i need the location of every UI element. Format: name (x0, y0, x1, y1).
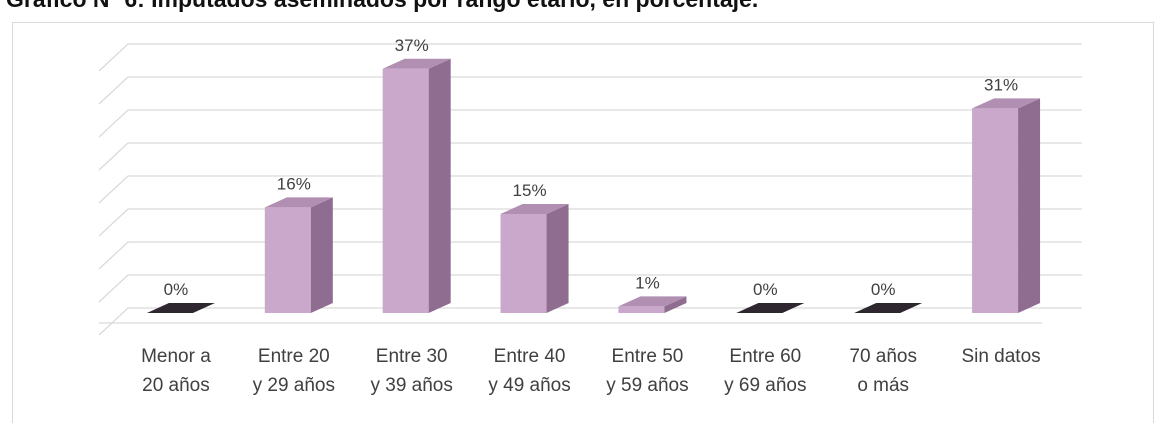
category-label: Menor a (141, 346, 211, 367)
bar (146, 303, 215, 313)
bar (264, 197, 333, 313)
bar-top (146, 303, 215, 313)
data-label: 15% (513, 181, 547, 200)
data-label: 0% (164, 280, 189, 299)
category-label: 20 años (142, 375, 210, 396)
bar-front (264, 207, 311, 313)
bar (854, 303, 923, 313)
bar-side (546, 204, 569, 313)
bar (382, 58, 451, 313)
category-label: Entre 30 (376, 346, 448, 367)
bar-front (618, 306, 665, 313)
bar-top (382, 58, 451, 69)
category-label: y 49 años (488, 375, 570, 396)
data-label: 1% (635, 273, 660, 292)
category-label: Entre 40 (494, 346, 566, 367)
bar-side (664, 296, 687, 313)
gridline (98, 109, 1082, 138)
bar-front (500, 214, 547, 313)
chart-title: Gráfico Nº 6: Imputados aseminados por r… (6, 0, 758, 13)
gridline (98, 307, 1082, 336)
gridline (98, 241, 1082, 270)
bar (500, 204, 569, 313)
category-label: y 69 años (724, 375, 806, 396)
data-label: 0% (871, 280, 896, 299)
bar-top (972, 98, 1041, 109)
bar-front (382, 68, 429, 313)
category-label: Entre 50 (612, 346, 684, 367)
gridline (98, 43, 1082, 72)
category-label: y 59 años (606, 375, 688, 396)
bar-side (428, 58, 451, 313)
bar-top (618, 296, 687, 307)
bar-top (500, 204, 569, 214)
category-labels: Menor a 20 años Entre 20 y 29 años Entre 30 y… (141, 346, 1041, 396)
data-label: 0% (753, 280, 778, 299)
data-label: 37% (395, 36, 429, 55)
category-label: Entre 60 (729, 346, 801, 367)
category-label: Entre 20 (258, 346, 330, 367)
gridline (98, 76, 1082, 105)
bar (972, 98, 1041, 314)
data-label: 31% (984, 75, 1018, 94)
chart-frame (12, 22, 1154, 423)
data-label: 16% (277, 174, 311, 193)
gridline (98, 274, 1082, 303)
bar-side (1018, 98, 1041, 314)
category-label: o más (857, 375, 909, 396)
category-label: y 39 años (370, 375, 452, 396)
bar-side (310, 197, 333, 313)
bar (736, 303, 805, 313)
category-label: Sin datos (961, 346, 1040, 367)
bar-front (972, 108, 1019, 314)
category-label: 70 años (849, 346, 917, 367)
bar-top (736, 303, 805, 313)
gridline (98, 175, 1082, 204)
data-labels: 0% 16% 37% 15% 1% 0% 0% 31% (164, 36, 1018, 299)
bar (618, 296, 687, 313)
bar-top (854, 303, 923, 313)
bar-top (264, 197, 333, 208)
gridline (98, 208, 1082, 237)
bars (146, 58, 1041, 314)
gridlines (98, 43, 1082, 336)
category-label: y 29 años (253, 375, 335, 396)
gridline (98, 142, 1082, 171)
